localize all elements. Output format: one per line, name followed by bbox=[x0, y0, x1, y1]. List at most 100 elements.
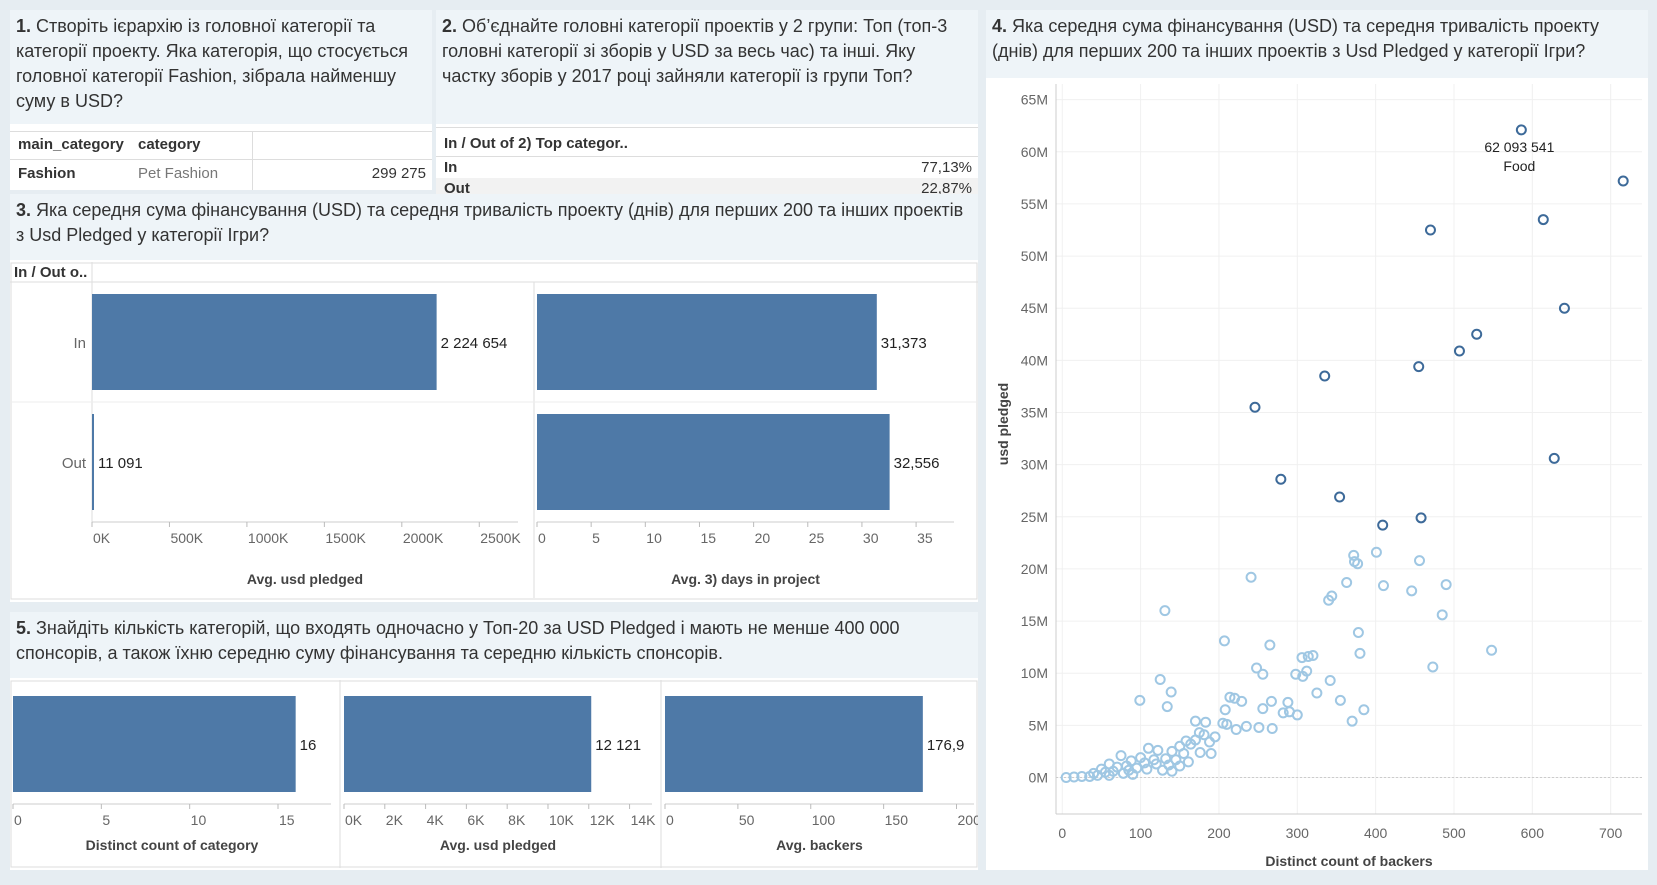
q5-backers-axis-title: Avg. backers bbox=[776, 837, 863, 853]
q5-pledged-tick-label-3: 6K bbox=[467, 812, 485, 828]
q4-panel: 4. Яка середня сума фінансування (USD) т… bbox=[986, 10, 1648, 870]
q5-count-axis-title: Distinct count of category bbox=[86, 837, 259, 853]
q3-pledged-axis-title: Avg. usd pledged bbox=[247, 571, 363, 587]
q4-point-rest-40 bbox=[1358, 704, 1370, 716]
q4-y-tick-label-12: 60M bbox=[1021, 144, 1048, 160]
q4-y-tick-label-6: 30M bbox=[1021, 457, 1048, 473]
q3-pledged-value-label-1: 11 091 bbox=[98, 455, 143, 472]
q4-y-tick-label-9: 45M bbox=[1021, 300, 1048, 316]
q5-backers-bar-0 bbox=[665, 696, 923, 792]
q4-point-rest-8 bbox=[1406, 585, 1418, 597]
q3-days-tick-label-4: 20 bbox=[755, 530, 771, 546]
q5-backers-value-label-0: 176,9 bbox=[927, 737, 965, 754]
q4-x-tick-label-0: 0 bbox=[1058, 825, 1066, 841]
q4-point-rest-93 bbox=[1084, 770, 1096, 782]
q3-pledged-tick-label-2: 1000K bbox=[248, 530, 289, 546]
q3-days-tick-label-7: 35 bbox=[917, 530, 933, 546]
q4-title: 4. Яка середня сума фінансування (USD) т… bbox=[986, 10, 1648, 78]
q4-point-top-12 bbox=[1334, 491, 1346, 503]
q1-col-divider bbox=[252, 132, 253, 190]
q4-point-rest-47 bbox=[1200, 716, 1212, 728]
q4-point-rest-21 bbox=[1307, 649, 1319, 661]
q4-point-rest-4 bbox=[1352, 558, 1364, 570]
q4-text: Яка середня сума фінансування (USD) та с… bbox=[992, 16, 1600, 61]
q4-point-rest-85 bbox=[1157, 764, 1169, 776]
q4-x-tick-label-3: 300 bbox=[1286, 825, 1310, 841]
q1-header-category: category bbox=[138, 136, 201, 153]
q4-point-rest-31 bbox=[1311, 687, 1323, 699]
q3-days-value-label-1: 32,556 bbox=[894, 455, 940, 472]
q3-days-tick-label-6: 30 bbox=[863, 530, 879, 546]
q4-y-tick-label-3: 15M bbox=[1021, 613, 1048, 629]
q3-row-label-out: Out bbox=[62, 455, 87, 472]
q2-header: In / Out of 2) Top categor.. bbox=[444, 135, 628, 152]
q4-point-rest-27 bbox=[1301, 665, 1313, 677]
q4-y-tick-label-0: 0M bbox=[1029, 770, 1048, 786]
q4-point-rest-24 bbox=[1257, 668, 1269, 680]
q4-point-rest-74 bbox=[1115, 750, 1127, 762]
q4-point-rest-63 bbox=[1142, 742, 1154, 754]
q1-text: Створіть ієрархію із головної категорії … bbox=[16, 16, 409, 111]
q4-point-rest-39 bbox=[1334, 694, 1346, 706]
q3-panel: 3. Яка середня сума фінансування (USD) т… bbox=[10, 194, 978, 602]
q5-backers-tick-label-0: 0 bbox=[666, 812, 674, 828]
q4-y-tick-label-1: 5M bbox=[1029, 717, 1048, 733]
q3-row-label-in: In bbox=[73, 335, 86, 352]
q4-point-rest-12 bbox=[1159, 605, 1171, 617]
q3-frame bbox=[10, 262, 978, 600]
q4-point-rest-16 bbox=[1264, 639, 1276, 651]
q5-count-tick-label-1: 5 bbox=[102, 812, 110, 828]
q3-pledged-tick-label-0: 0K bbox=[93, 530, 111, 546]
q1-main-category-value: Fashion bbox=[18, 165, 76, 182]
q4-point-rest-67 bbox=[1194, 746, 1206, 758]
q3-row-header: In / Out o.. bbox=[14, 264, 88, 281]
q1-title: 1. Створіть ієрархію із головної категор… bbox=[10, 10, 432, 124]
q4-point-top-10 bbox=[1548, 452, 1560, 464]
q4-y-tick-label-4: 20M bbox=[1021, 561, 1048, 577]
q4-y-tick-label-5: 25M bbox=[1021, 509, 1048, 525]
q4-point-top-11 bbox=[1275, 473, 1287, 485]
q5-number: 5. bbox=[16, 618, 32, 638]
q4-y-tick-label-11: 55M bbox=[1021, 196, 1048, 212]
q3-pledged-tick-label-4: 2000K bbox=[403, 530, 444, 546]
q4-point-rest-23 bbox=[1251, 662, 1263, 674]
q3-number: 3. bbox=[16, 200, 32, 220]
q4-point-rest-49 bbox=[1221, 718, 1233, 730]
q4-point-rest-17 bbox=[1354, 647, 1366, 659]
q3-pledged-bar-0 bbox=[92, 294, 437, 390]
q4-point-rest-43 bbox=[1277, 707, 1289, 719]
q5-pledged-bar-0 bbox=[344, 696, 592, 792]
q4-point-top-0 bbox=[1515, 124, 1527, 136]
q4-point-rest-33 bbox=[1161, 701, 1173, 713]
q4-point-rest-52 bbox=[1253, 721, 1265, 733]
q4-point-rest-6 bbox=[1341, 576, 1353, 588]
q3-pledged-tick-label-1: 500K bbox=[170, 530, 203, 546]
q4-point-rest-41 bbox=[1219, 704, 1231, 716]
q2-text: Об’єднайте головні категорії проектів у … bbox=[442, 16, 948, 86]
q4-point-top-13 bbox=[1377, 519, 1389, 531]
q4-point-rest-79 bbox=[1174, 760, 1186, 772]
q4-x-axis-title: Distinct count of backers bbox=[1265, 853, 1432, 869]
q3-days-bar-1 bbox=[537, 414, 890, 510]
q2-number: 2. bbox=[442, 16, 458, 36]
q4-point-rest-99 bbox=[1166, 765, 1178, 777]
q3-text: Яка середня сума фінансування (USD) та с… bbox=[16, 200, 964, 245]
q4-point-rest-51 bbox=[1240, 720, 1252, 732]
q4-point-rest-22 bbox=[1427, 661, 1439, 673]
q4-point-top-8 bbox=[1319, 370, 1331, 382]
q4-point-rest-97 bbox=[1103, 769, 1115, 781]
q4-annotation-value: 62 093 541 bbox=[1484, 139, 1554, 155]
q4-point-rest-2 bbox=[1414, 555, 1426, 567]
q1-header-main-category: main_category bbox=[18, 136, 124, 153]
q3-pledged-value-label-0: 2 224 654 bbox=[441, 335, 508, 352]
q4-y-tick-label-10: 50M bbox=[1021, 248, 1048, 264]
q4-point-rest-46 bbox=[1189, 715, 1201, 727]
q4-point-top-14 bbox=[1415, 512, 1427, 524]
q5-panel: 5. Знайдіть кількість категорій, що вход… bbox=[10, 612, 978, 870]
q4-point-rest-14 bbox=[1352, 627, 1364, 639]
q4-y-tick-label-2: 10M bbox=[1021, 665, 1048, 681]
q3-days-tick-label-2: 10 bbox=[646, 530, 662, 546]
q4-point-rest-36 bbox=[1236, 695, 1248, 707]
q4-point-rest-84 bbox=[1141, 763, 1153, 775]
q4-point-rest-76 bbox=[1139, 757, 1151, 769]
